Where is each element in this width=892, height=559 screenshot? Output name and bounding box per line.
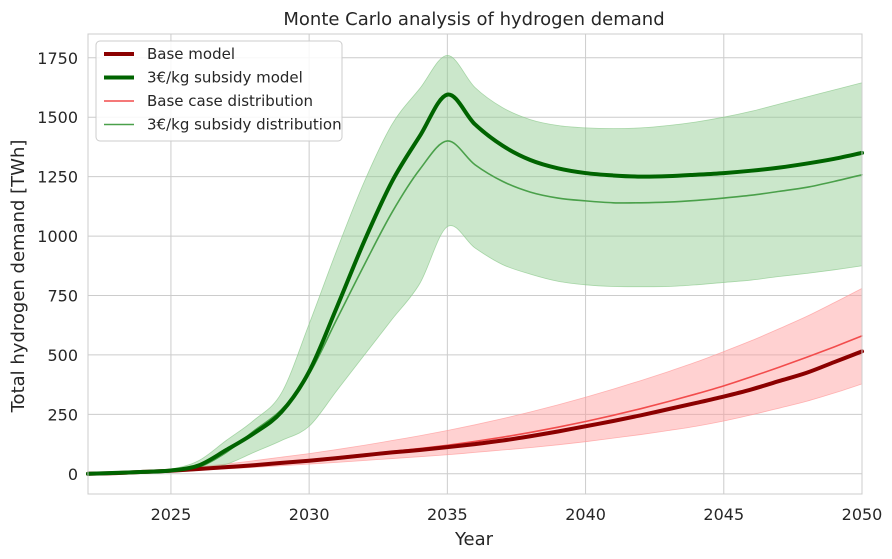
- y-tick-label: 500: [47, 346, 78, 365]
- 3-kg-subsidy-model-line: [86, 92, 864, 476]
- y-tick-label: 1250: [37, 168, 78, 187]
- grid: [88, 34, 863, 494]
- x-tick-label: 2025: [151, 505, 192, 524]
- y-tick-label: 1000: [37, 227, 78, 246]
- x-tick-labels: 2025 2030 2035 2040 2045 2050: [151, 505, 883, 524]
- y-axis-title: Total hydrogen demand [TWh]: [8, 140, 29, 414]
- series-lines: [86, 92, 864, 476]
- x-tick-label: 2045: [703, 505, 744, 524]
- x-axis-title: Year: [454, 529, 494, 550]
- y-tick-label: 0: [68, 465, 78, 484]
- y-tick-label: 1500: [37, 108, 78, 127]
- legend-box: [95, 40, 343, 142]
- y-tick-label: 750: [47, 286, 78, 305]
- 3-kg-subsidy-distribution-line: [87, 140, 863, 475]
- base-model-legend-label: Base model: [147, 45, 235, 63]
- plot-frame: [87, 33, 863, 495]
- chart-title: Monte Carlo analysis of hydrogen demand: [283, 9, 664, 30]
- 3-kg-subsidy-model-legend-label: 3€/kg subsidy model: [147, 69, 303, 87]
- y-tick-label: 250: [47, 405, 78, 424]
- x-tick-label: 2050: [842, 505, 883, 524]
- 3-kg-subsidy-distribution-legend-label: 3€/kg subsidy distribution: [147, 116, 342, 134]
- y-tick-label: 1750: [37, 49, 78, 68]
- base-case-distribution-legend-label: Base case distribution: [147, 92, 313, 110]
- x-tick-label: 2040: [565, 505, 606, 524]
- x-tick-label: 2030: [289, 505, 330, 524]
- y-tick-labels: 0 250 500 750 1000 1250 1500 1750: [37, 49, 78, 484]
- legend: Base model 3€/kg subsidy model Base case d…: [95, 40, 343, 142]
- x-tick-label: 2035: [427, 505, 468, 524]
- base-model-line: [86, 349, 864, 476]
